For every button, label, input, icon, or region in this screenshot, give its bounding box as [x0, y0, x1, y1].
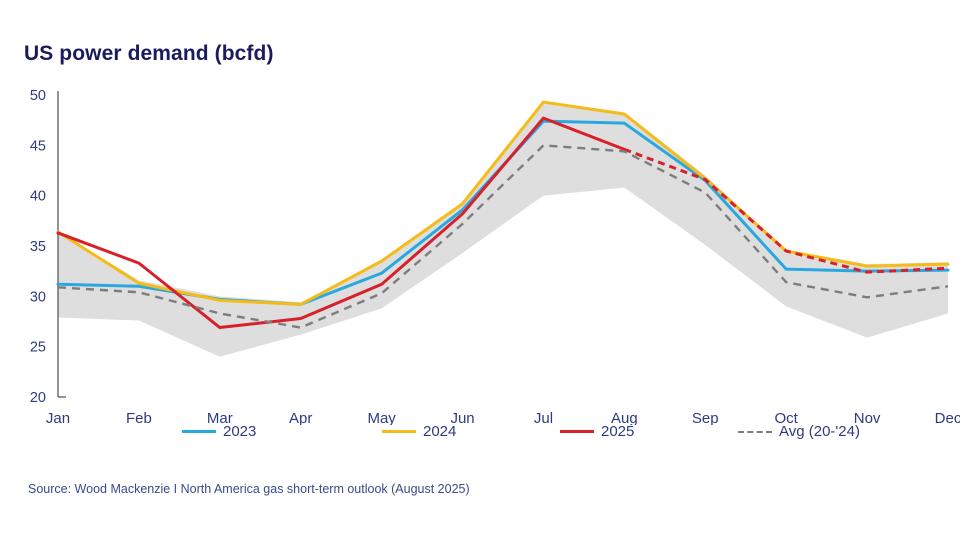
x-axis-tick-label: May [367, 410, 396, 425]
x-axis-tick-label: Jan [46, 410, 70, 425]
legend-item-2025[interactable]: 2025 [560, 424, 738, 439]
legend-swatch-icon [738, 430, 772, 433]
source-note: Source: Wood Mackenzie I North America g… [28, 482, 470, 496]
y-axis-tick-label: 45 [30, 138, 46, 154]
series-line-2025-actual [56, 116, 626, 330]
legend-item-label: Avg (20-'24) [779, 423, 860, 440]
chart-legend: 2023 2024 2025 Avg (20-'24) [0, 424, 960, 454]
y-axis-tick-label: 40 [30, 189, 46, 205]
legend-item-label: 2024 [423, 423, 457, 440]
y-axis-tick-label: 35 [30, 239, 46, 255]
legend-swatch-icon [182, 430, 216, 433]
x-axis-tick-label: Oct [775, 410, 799, 425]
line-chart-svg: 20 25 30 35 40 45 50 Jan Feb Mar Apr May Jun Jul Aug Se… [30, 88, 960, 425]
y-axis-tick-label: 30 [30, 289, 46, 305]
x-axis-tick-label: Aug [611, 410, 638, 425]
x-axis-tick-label: Nov [854, 410, 881, 425]
x-axis-tick-label: Mar [207, 410, 233, 425]
legend-item-2023[interactable]: 2023 [182, 424, 382, 439]
range-band-area [58, 101, 948, 357]
legend-item-label: 2025 [601, 423, 635, 440]
y-axis-tick-label: 25 [30, 340, 46, 356]
y-axis-tick-label: 20 [30, 390, 46, 406]
x-axis-tick-label: Apr [289, 410, 312, 425]
legend-swatch-icon [382, 430, 416, 433]
series-line-2025-forecast [623, 147, 949, 274]
x-axis-tick-label: Feb [126, 410, 152, 425]
legend-item-label: 2023 [223, 423, 257, 440]
x-axis-tick-label: Sep [692, 410, 719, 425]
page-title: US power demand (bcfd) [24, 42, 274, 65]
y-axis-tick-label: 50 [30, 88, 46, 104]
chart-plot-area: 20 25 30 35 40 45 50 Jan Feb Mar Apr May Jun Jul Aug Se… [0, 80, 960, 425]
legend-item-2024[interactable]: 2024 [382, 424, 560, 439]
x-axis-tick-label: Dec [935, 410, 960, 425]
x-axis-tick-label: Jul [534, 410, 553, 425]
legend-swatch-icon [560, 430, 594, 433]
series-line-avg-20-24 [57, 144, 949, 329]
legend-item-avg-20-24[interactable]: Avg (20-'24) [738, 424, 860, 439]
x-axis-tick-label: Jun [450, 410, 474, 425]
